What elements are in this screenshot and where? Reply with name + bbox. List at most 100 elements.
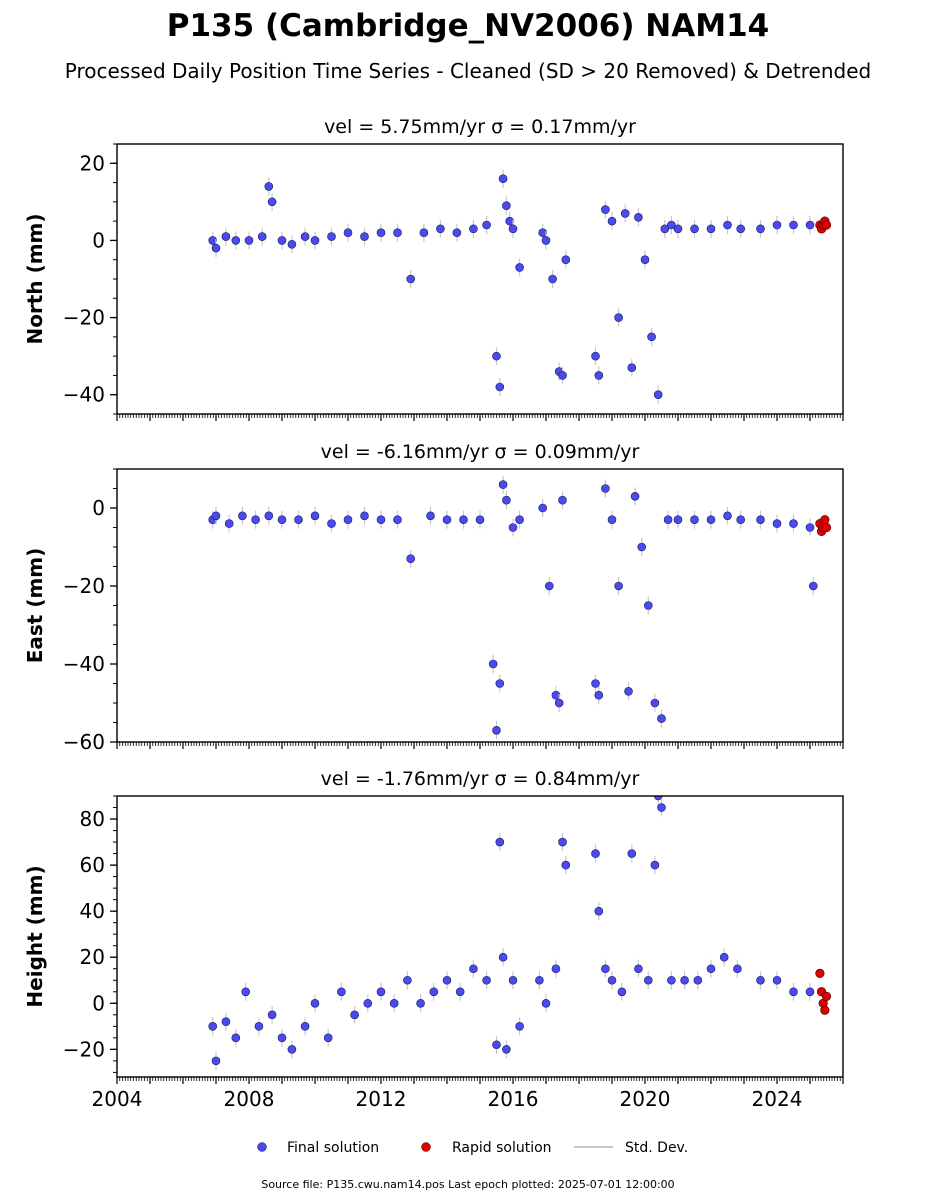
final-point-height [300,1022,310,1031]
final-point-north [482,220,491,230]
final-point-height [350,1010,359,1020]
final-point-east [294,515,303,525]
final-point-north [376,228,386,238]
final-point-east [475,515,485,525]
final-point-height [706,964,716,974]
final-point-height [508,975,518,985]
final-point-height [498,952,508,962]
final-point-north [706,224,716,234]
final-point-east [591,679,600,688]
panel-title-north: vel = 5.75mm/yr σ = 0.17mm/yr [324,116,636,138]
final-point-east [495,679,505,688]
final-point-north [231,236,241,245]
axes-frame-north [116,143,844,415]
final-point-north [634,212,643,222]
final-point-height [667,975,676,985]
final-point-east [650,698,660,708]
final-point-height [558,837,567,847]
final-point-east [498,480,508,489]
final-point-height [643,975,653,985]
final-point-height [657,803,666,812]
final-point-east [663,515,673,525]
final-point-height [607,975,617,985]
final-point-north [264,182,274,191]
final-point-height [627,849,637,858]
final-point-north [502,201,511,211]
final-point-north [221,232,231,241]
final-point-north [653,390,663,400]
final-point-north [406,274,416,284]
final-point-north [208,236,217,245]
final-point-height [429,987,439,997]
final-point-east [657,714,666,723]
final-point-north [452,228,462,238]
figure-subtitle: Processed Daily Position Time Series - C… [65,59,871,83]
final-point-height [254,1022,264,1031]
final-point-height [376,987,386,997]
rapid-point-east [820,515,830,525]
final-point-east [630,491,640,501]
final-point-height [650,860,660,870]
final-point-north [267,197,277,207]
final-point-north [469,224,478,234]
y-tick-label-height: 40 [80,899,105,923]
y-tick-label-north: 20 [80,151,105,175]
y-tick-label-east: 0 [92,496,105,520]
final-point-north [419,228,429,238]
final-point-east [393,515,402,525]
legend-rapid-label: Rapid solution [452,1140,552,1156]
final-point-north [277,236,287,245]
final-point-east [492,725,501,735]
panel-title-height: vel = -1.76mm/yr σ = 0.84mm/yr [321,768,640,790]
plot-area-north [208,169,832,404]
final-point-height [693,975,703,985]
final-point-east [551,690,561,700]
rapid-point-height [815,968,825,978]
final-point-east [502,495,511,505]
final-point-height [323,1033,333,1043]
final-point-north [756,224,765,234]
final-point-north [548,274,557,284]
final-point-east [558,495,567,505]
x-tick-label: 2016 [488,1087,539,1111]
y-tick-label-height: 80 [80,807,105,831]
final-point-height [211,1056,221,1066]
y-axis-label-north: North (mm) [23,213,47,344]
final-point-north [541,236,551,245]
y-tick-label-north: 0 [92,228,105,252]
final-point-north [640,255,650,265]
plot-area-east [208,475,832,740]
final-point-east [690,515,699,525]
final-point-height [495,837,505,847]
final-point-north [538,228,548,238]
final-point-east [488,659,498,669]
final-point-east [310,511,320,521]
final-point-east [264,511,274,521]
final-point-east [594,690,604,700]
final-point-north [772,220,782,230]
final-point-north [495,382,505,392]
final-point-height [601,964,610,974]
final-point-height [502,1045,511,1054]
y-tick-label-height: 20 [80,945,105,969]
rapid-point-north [821,220,832,230]
x-tick-label: 2020 [620,1087,671,1111]
y-tick-label-north: −20 [63,306,105,330]
final-point-north [300,232,310,241]
x-tick-label: 2012 [356,1087,407,1111]
final-point-height [617,987,627,997]
final-point-north [723,220,732,230]
final-point-east [211,511,221,521]
final-point-height [287,1045,297,1054]
final-point-height [515,1022,524,1031]
final-point-north [558,371,567,380]
x-tick-label: 2004 [92,1087,143,1111]
final-point-east [360,511,369,521]
final-point-north [673,224,683,234]
final-point-east [637,542,647,552]
y-tick-label-height: −20 [63,1037,105,1061]
final-point-east [601,484,610,493]
x-tick-label: 2008 [224,1087,275,1111]
final-point-height [789,987,798,997]
